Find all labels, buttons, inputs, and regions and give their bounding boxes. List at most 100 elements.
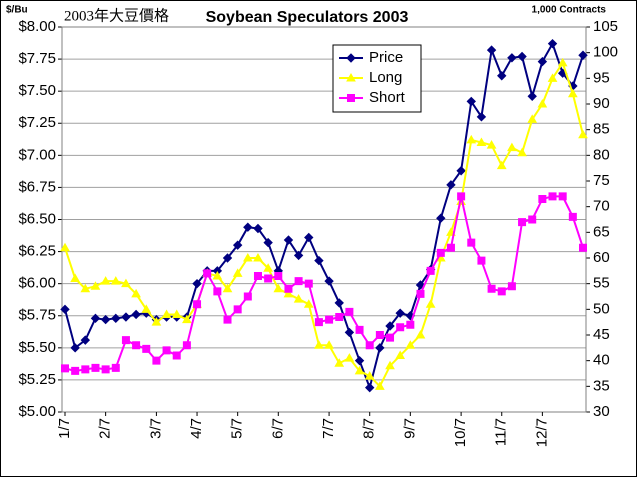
data-point — [415, 329, 426, 339]
x-tick-label: 1/7 — [56, 418, 73, 439]
data-point — [507, 53, 517, 63]
data-point — [426, 266, 435, 275]
data-point — [264, 274, 273, 283]
data-point — [131, 288, 141, 298]
data-point — [507, 142, 517, 152]
x-tick-label: 4/7 — [188, 418, 205, 439]
y-tick-label: $7.00 — [18, 146, 56, 163]
legend-marker — [346, 72, 356, 82]
data-point — [111, 363, 120, 372]
data-point — [355, 325, 364, 334]
x-tick-label: 8/7 — [361, 418, 378, 439]
data-point — [203, 269, 212, 278]
data-point — [416, 289, 425, 298]
data-point — [161, 309, 172, 318]
y2-tick-label: 75 — [593, 172, 610, 189]
data-point — [303, 299, 314, 308]
data-point — [304, 279, 313, 288]
y-tick-label: $6.25 — [18, 243, 56, 260]
data-point — [324, 340, 334, 349]
data-point — [477, 256, 486, 265]
x-tick-label: 6/7 — [269, 418, 286, 439]
data-point — [344, 327, 355, 338]
data-point — [232, 240, 243, 250]
data-point — [497, 287, 506, 296]
data-point — [325, 315, 334, 324]
data-point — [131, 309, 141, 320]
data-point — [283, 235, 294, 245]
data-point — [396, 323, 405, 332]
legend-label: Short — [369, 89, 406, 106]
y-tick-label: $8.00 — [18, 18, 56, 35]
data-point — [375, 381, 385, 390]
legend-label: Long — [369, 69, 402, 86]
data-point — [243, 222, 253, 232]
data-point — [80, 335, 91, 345]
data-point — [518, 218, 527, 227]
data-point — [405, 340, 416, 349]
data-point — [141, 304, 152, 313]
legend-marker — [346, 53, 356, 63]
y2-tick-label: 55 — [593, 275, 610, 292]
data-point — [90, 281, 101, 290]
data-point — [162, 346, 171, 355]
data-point — [345, 307, 354, 316]
y2-tick-label: 100 — [593, 44, 618, 61]
data-point — [335, 313, 344, 322]
y-tick-label: $6.75 — [18, 178, 56, 195]
data-point — [182, 314, 192, 324]
x-tick-label: 11/7 — [493, 418, 510, 446]
data-point — [568, 212, 577, 221]
data-point — [121, 278, 131, 288]
data-point — [222, 253, 233, 263]
chart-subtitle: 2003年大豆價格 — [64, 7, 169, 24]
x-tick-label: 12/7 — [533, 418, 550, 447]
data-point — [547, 38, 558, 49]
data-point — [395, 350, 406, 360]
data-point — [324, 276, 334, 286]
data-point — [466, 96, 476, 107]
data-point — [527, 91, 537, 102]
data-point — [192, 278, 202, 289]
data-point — [467, 238, 476, 247]
legend-label: Price — [369, 49, 403, 66]
data-point — [375, 343, 385, 353]
data-point — [476, 137, 487, 146]
data-point — [182, 341, 191, 350]
data-point — [425, 299, 436, 308]
data-point — [110, 276, 121, 285]
data-point — [334, 298, 344, 308]
data-point — [537, 56, 548, 67]
data-point — [242, 252, 253, 262]
data-point — [304, 232, 314, 243]
data-point — [71, 366, 80, 375]
data-point — [314, 255, 324, 266]
data-point — [263, 263, 273, 272]
data-point — [507, 282, 516, 291]
data-point — [101, 365, 110, 374]
data-point — [354, 365, 365, 375]
data-point — [497, 71, 507, 81]
y2-tick-label: 80 — [593, 146, 610, 163]
data-point — [436, 248, 445, 257]
y2-tick-label: 85 — [593, 121, 610, 138]
y-tick-label: $6.50 — [18, 210, 56, 227]
x-tick-label: 5/7 — [229, 418, 246, 439]
data-point — [538, 194, 547, 203]
data-point — [172, 351, 181, 360]
x-tick-label: 3/7 — [147, 418, 164, 439]
data-point — [385, 321, 395, 331]
data-point — [446, 180, 456, 190]
data-point — [548, 192, 557, 201]
y-tick-label: $7.75 — [18, 50, 56, 67]
data-point — [457, 192, 466, 201]
data-point — [213, 287, 222, 296]
data-point — [406, 320, 415, 329]
data-point — [557, 57, 568, 67]
data-point — [81, 365, 90, 374]
data-point — [193, 300, 202, 309]
y2-tick-label: 30 — [593, 403, 610, 420]
data-point — [547, 73, 558, 82]
